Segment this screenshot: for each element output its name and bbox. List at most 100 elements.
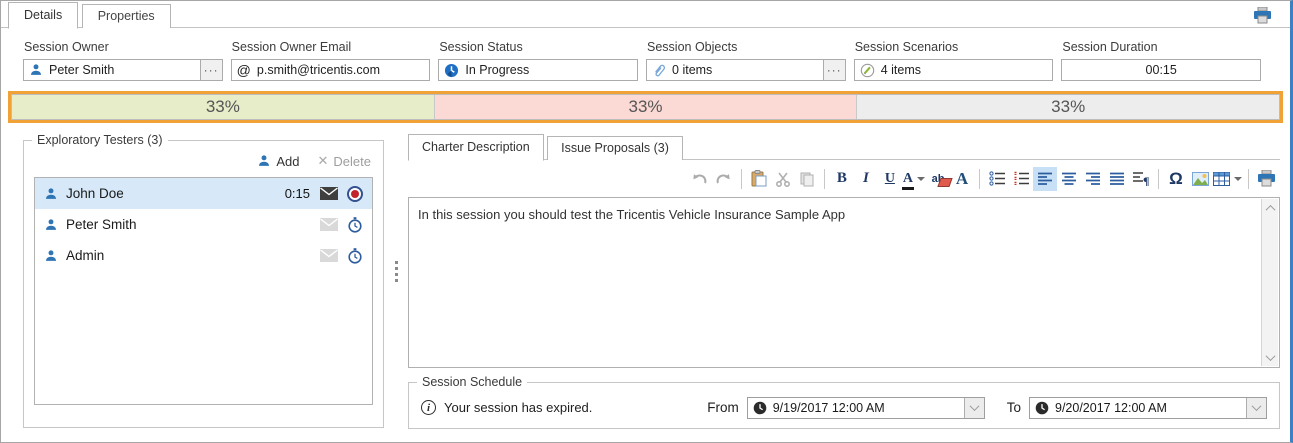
- scissors-icon: [775, 171, 791, 187]
- redo-button[interactable]: [712, 167, 736, 191]
- charter-description-editor[interactable]: In this session you should test the Tric…: [408, 197, 1280, 368]
- session-scenarios-input[interactable]: 4 items: [855, 60, 1053, 80]
- session-duration-input[interactable]: 00:15: [1062, 60, 1260, 80]
- font-button[interactable]: A: [955, 168, 969, 188]
- charter-panel: Charter Description Issue Proposals (3) …: [408, 133, 1280, 429]
- tester-name: John Doe: [66, 186, 124, 201]
- progress-segment-failed: 33%: [433, 95, 857, 119]
- chevron-down-icon: [1251, 401, 1262, 412]
- toolbar-separator: [1248, 168, 1249, 189]
- mail-icon[interactable]: [320, 187, 338, 200]
- tester-name: Peter Smith: [66, 217, 137, 232]
- font-color-button[interactable]: A: [901, 167, 926, 191]
- session-owner-input[interactable]: Peter Smith: [24, 60, 200, 80]
- info-icon: i: [421, 400, 436, 415]
- bold-button[interactable]: B: [836, 170, 847, 186]
- undo-icon: [691, 172, 708, 186]
- chevron-down-icon: [1234, 176, 1242, 181]
- align-left-icon: [1037, 172, 1053, 186]
- tab-issue-proposals[interactable]: Issue Proposals (3): [547, 136, 683, 160]
- justify-icon: [1109, 172, 1125, 186]
- session-status-value: In Progress: [465, 63, 530, 77]
- session-objects-browse-button[interactable]: ···: [822, 60, 845, 80]
- editor-print-button[interactable]: [1254, 167, 1278, 191]
- cut-button[interactable]: [771, 167, 795, 191]
- add-tester-label: Add: [276, 153, 300, 169]
- paragraph-marks-button[interactable]: ¶: [1129, 167, 1153, 191]
- justify-button[interactable]: [1105, 167, 1129, 191]
- from-label: From: [707, 400, 739, 415]
- from-date-value: 9/19/2017 12:00 AM: [772, 400, 885, 415]
- numbered-list-button[interactable]: [1009, 167, 1033, 191]
- delete-tester-button[interactable]: ✕ Delete: [318, 153, 371, 169]
- to-dropdown-button[interactable]: [1246, 397, 1266, 418]
- scenario-pencil-icon: [860, 63, 875, 78]
- session-owner-email-label: Session Owner Email: [231, 40, 352, 54]
- tab-charter-description[interactable]: Charter Description: [408, 134, 544, 161]
- person-icon: [44, 249, 58, 263]
- insert-image-button[interactable]: [1188, 167, 1212, 191]
- delete-tester-label: Delete: [333, 153, 371, 169]
- underline-button[interactable]: U: [884, 170, 895, 186]
- insert-table-button[interactable]: [1212, 167, 1243, 191]
- field-session-owner: Session Owner Peter Smith ···: [23, 38, 223, 81]
- session-schedule-title: Session Schedule: [417, 375, 528, 389]
- person-icon: [44, 187, 58, 201]
- add-person-icon: [257, 154, 271, 168]
- tab-details[interactable]: Details: [8, 2, 79, 29]
- tester-row-peter-smith[interactable]: Peter Smith: [35, 209, 372, 240]
- tester-row-admin[interactable]: Admin: [35, 240, 372, 271]
- paste-button[interactable]: [747, 167, 771, 191]
- font-color-icon: A: [901, 170, 915, 190]
- session-objects-label: Session Objects: [647, 40, 738, 54]
- recording-icon[interactable]: [347, 185, 363, 202]
- special-character-button[interactable]: Ω: [1169, 168, 1183, 188]
- stopwatch-icon[interactable]: [347, 216, 363, 233]
- align-center-button[interactable]: [1057, 167, 1081, 191]
- session-progress-bar: 33% 33% 33%: [11, 94, 1280, 120]
- scroll-up-button[interactable]: [1262, 200, 1278, 216]
- editor-scrollbar[interactable]: [1261, 199, 1278, 366]
- copy-button[interactable]: [795, 167, 819, 191]
- to-label: To: [1006, 400, 1021, 415]
- toolbar-separator: [979, 168, 980, 189]
- table-icon: [1213, 171, 1230, 186]
- charter-description-text: In this session you should test the Tric…: [418, 207, 846, 222]
- tester-row-john-doe[interactable]: John Doe 0:15: [35, 178, 372, 209]
- highlight-button[interactable]: ab: [926, 167, 950, 191]
- mail-icon-disabled: [320, 249, 338, 262]
- paste-icon: [751, 170, 767, 187]
- tester-time: 0:15: [284, 186, 310, 201]
- add-tester-button[interactable]: Add: [257, 153, 300, 169]
- stopwatch-icon[interactable]: [347, 247, 363, 264]
- field-session-duration: Session Duration 00:15: [1061, 38, 1262, 81]
- session-duration-label: Session Duration: [1062, 40, 1158, 54]
- session-schedule-group: Session Schedule i Your session has expi…: [408, 375, 1280, 429]
- to-date-picker[interactable]: 9/20/2017 12:00 AM: [1029, 396, 1267, 419]
- session-owner-email-input[interactable]: @ p.smith@tricentis.com: [232, 60, 430, 80]
- undo-button[interactable]: [688, 167, 712, 191]
- session-objects-input[interactable]: 0 items: [647, 60, 823, 80]
- session-owner-browse-button[interactable]: ···: [199, 60, 222, 80]
- print-button[interactable]: [1250, 5, 1274, 25]
- redo-icon: [715, 172, 732, 186]
- mail-icon-disabled: [320, 218, 338, 231]
- panel-splitter[interactable]: [384, 133, 408, 429]
- bullet-list-button[interactable]: [985, 167, 1009, 191]
- from-date-picker[interactable]: 9/19/2017 12:00 AM: [746, 396, 985, 419]
- tab-properties[interactable]: Properties: [81, 4, 171, 28]
- session-duration-value: 00:15: [1145, 63, 1177, 77]
- exploratory-testers-group: Exploratory Testers (3) Add ✕ Delete: [23, 133, 384, 428]
- align-right-button[interactable]: [1081, 167, 1105, 191]
- italic-button[interactable]: I: [862, 170, 869, 186]
- session-status-input[interactable]: In Progress: [439, 60, 637, 80]
- session-fields: Session Owner Peter Smith ··· Session Ow…: [1, 28, 1290, 81]
- progress-segment-passed: 33%: [12, 95, 434, 119]
- image-icon: [1191, 171, 1209, 186]
- numbered-list-icon: [1013, 171, 1030, 186]
- scroll-down-button[interactable]: [1262, 349, 1278, 365]
- from-dropdown-button[interactable]: [963, 397, 984, 418]
- progress-segment-open: 33%: [856, 95, 1280, 119]
- align-left-button[interactable]: [1033, 166, 1057, 191]
